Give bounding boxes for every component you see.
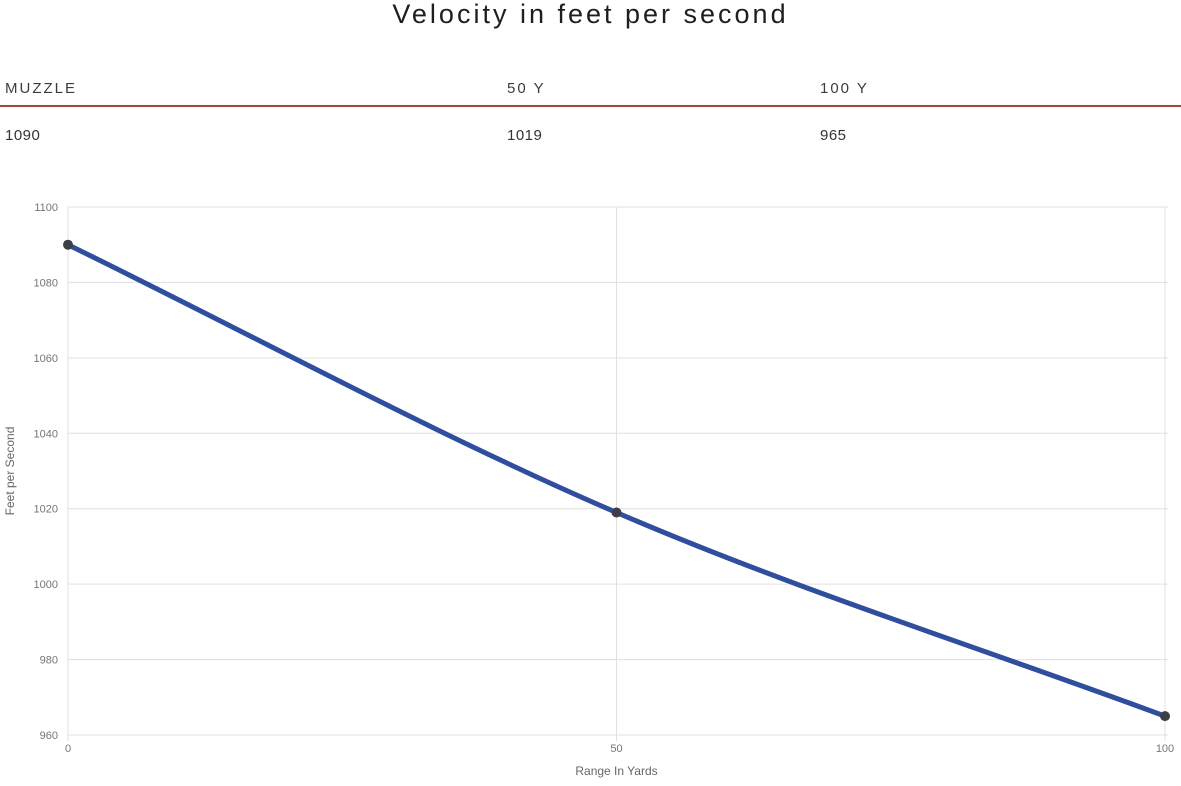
x-tick-label: 100 (1156, 743, 1174, 755)
y-tick-label: 980 (40, 655, 58, 667)
velocity-table: MUZZLE 50 Y 100 Y 1090 1019 965 (0, 80, 1181, 144)
data-point[interactable] (1160, 711, 1170, 722)
x-tick-label: 0 (65, 743, 71, 755)
y-tick-label: 960 (40, 730, 58, 742)
table-header-50y: 50 Y (507, 80, 546, 97)
data-point[interactable] (611, 507, 622, 518)
y-tick-label: 1020 (34, 504, 58, 516)
table-header-muzzle: MUZZLE (5, 80, 77, 97)
velocity-line-chart: 960 980 1000 1020 1040 1060 1080 1100 0 50 100 Rang… (0, 186, 1181, 786)
tick-labels: 960 980 1000 1020 1040 1060 1080 1100 0 50 100 (34, 202, 1175, 755)
table-value-50y: 1019 (507, 127, 543, 144)
y-tick-label: 1100 (34, 202, 58, 214)
y-tick-label: 1060 (34, 353, 58, 365)
page-title: Velocity in feet per second (392, 0, 789, 29)
line-chart-svg: 960 980 1000 1020 1040 1060 1080 1100 0 50 100 Rang… (3, 202, 1175, 778)
table-value-muzzle: 1090 (5, 127, 41, 144)
gridlines (67, 206, 1168, 741)
x-tick-label: 50 (610, 743, 622, 755)
y-tick-label: 1000 (34, 579, 58, 591)
y-axis-title: Feet per Second (3, 427, 17, 516)
table-header-100y: 100 Y (820, 80, 869, 97)
data-point[interactable] (63, 239, 73, 250)
y-tick-label: 1080 (34, 277, 58, 289)
x-axis-title: Range In Yards (575, 764, 657, 778)
table-value-row: 1090 1019 965 (0, 107, 1181, 144)
table-header-row: MUZZLE 50 Y 100 Y (0, 80, 1181, 107)
y-tick-label: 1040 (34, 428, 58, 440)
data-points (63, 239, 1170, 722)
table-value-100y: 965 (820, 127, 847, 144)
